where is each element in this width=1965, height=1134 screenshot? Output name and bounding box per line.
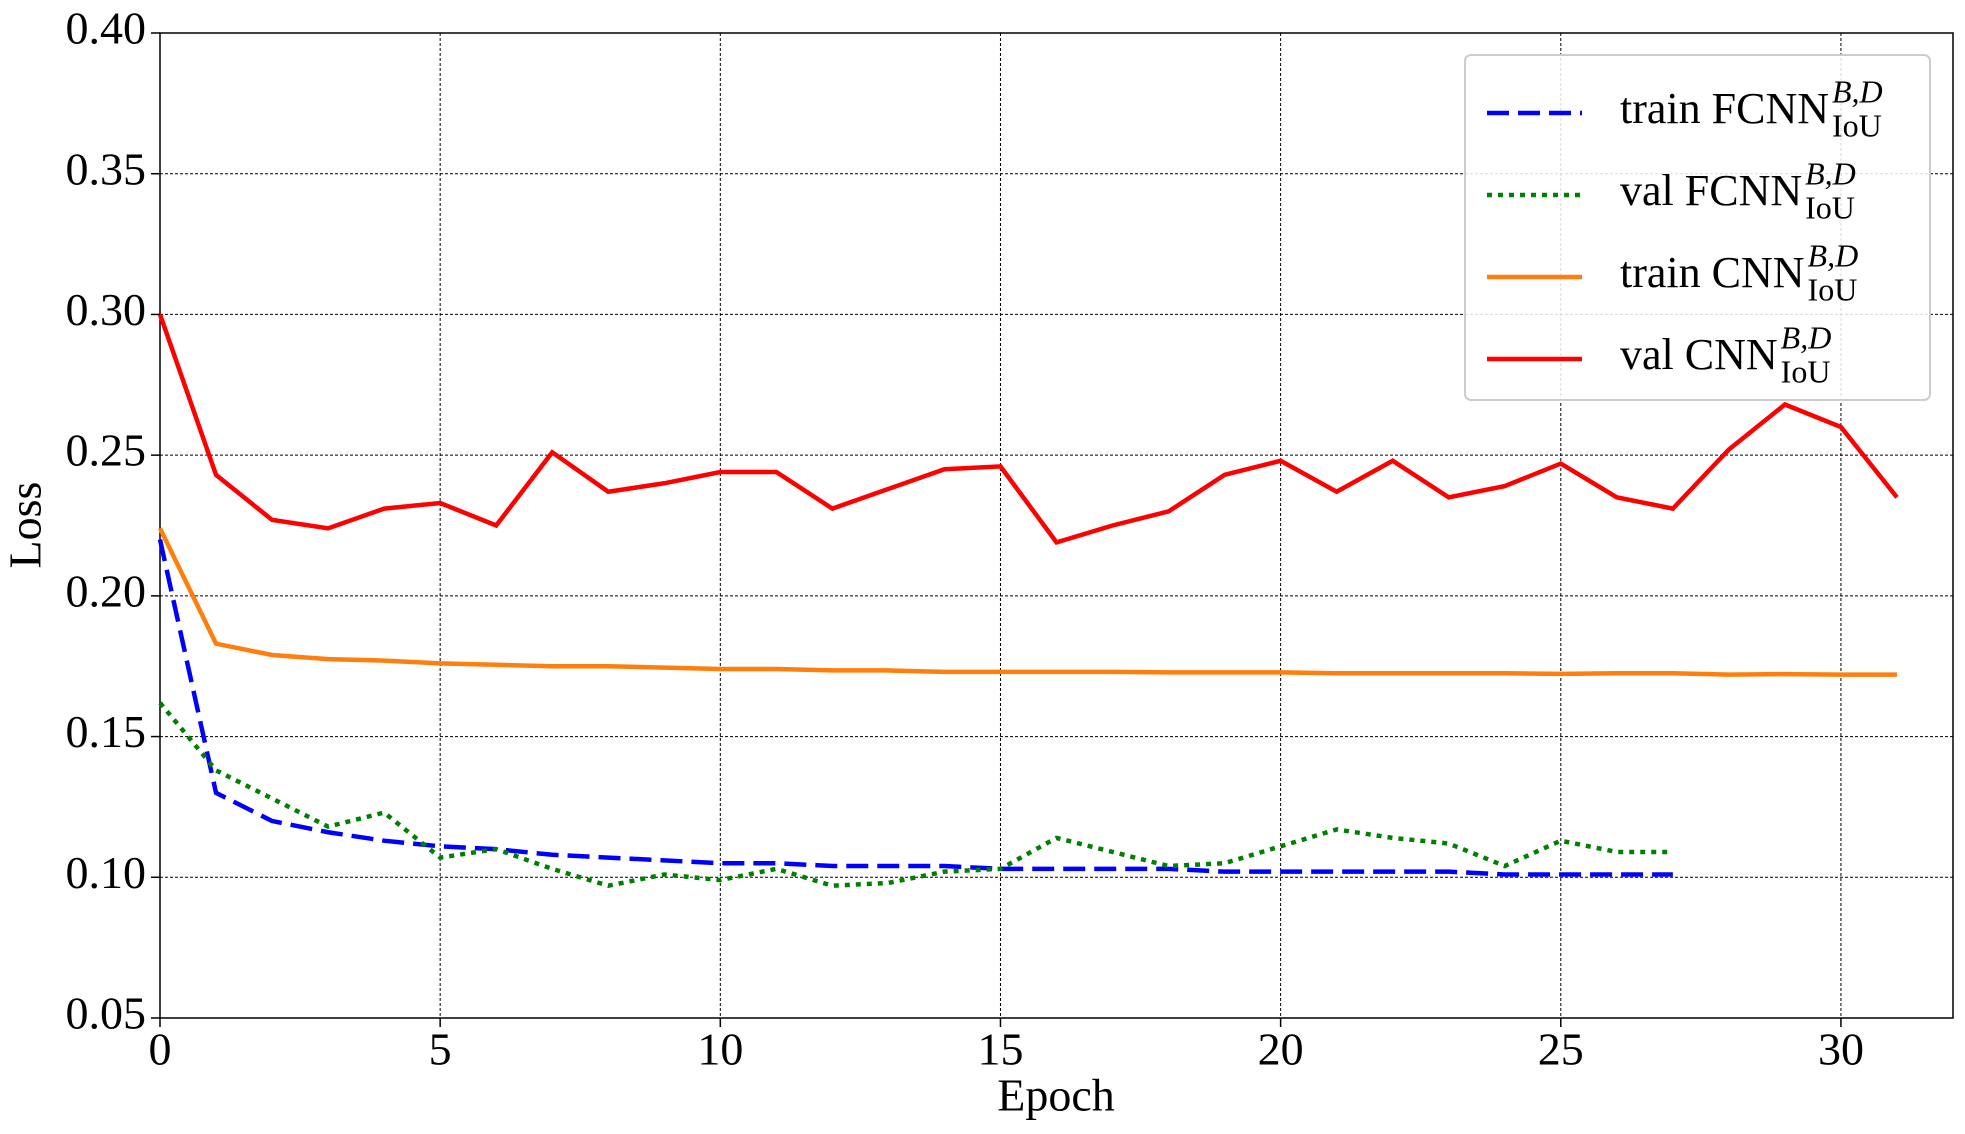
y-tick-label: 0.20 — [66, 565, 147, 616]
y-tick-label: 0.15 — [66, 706, 147, 757]
x-tick-label: 10 — [697, 1024, 743, 1075]
legend-label-sub: IoU — [1781, 353, 1831, 389]
legend-label: train FCNN — [1620, 84, 1829, 133]
y-tick-label: 0.25 — [66, 425, 147, 476]
legend-label-sup: B,D — [1832, 73, 1883, 109]
legend-box — [1464, 54, 1931, 401]
x-axis-label: Epoch — [997, 1070, 1115, 1121]
legend-label: val CNN — [1620, 330, 1778, 379]
y-axis-label: Loss — [0, 482, 51, 569]
x-tick-label: 5 — [429, 1024, 452, 1075]
y-tick-label: 0.05 — [66, 988, 147, 1039]
y-tick-label: 0.40 — [66, 3, 147, 54]
legend-label-sup: B,D — [1808, 237, 1859, 273]
legend-label: val FCNN — [1620, 166, 1802, 215]
legend-label-sub: IoU — [1808, 271, 1858, 307]
series-line — [158, 701, 1673, 889]
legend-label: train CNN — [1620, 248, 1805, 297]
x-tick-label: 25 — [1538, 1024, 1584, 1075]
x-tick-label: 20 — [1258, 1024, 1304, 1075]
legend-label-sup: B,D — [1805, 155, 1856, 191]
legend-label-sub: IoU — [1805, 189, 1855, 225]
plot-frame — [159, 32, 1954, 1019]
y-tick-label: 0.10 — [66, 847, 147, 898]
x-tick-label: 30 — [1818, 1024, 1864, 1075]
series-line — [157, 527, 1897, 677]
series-line — [157, 539, 1673, 877]
legend-label-sub: IoU — [1832, 107, 1882, 143]
y-tick-label: 0.35 — [66, 143, 147, 194]
series-line — [157, 313, 1899, 545]
x-tick-label: 15 — [977, 1024, 1023, 1075]
x-tick-label: 0 — [149, 1024, 172, 1075]
legend-label-sup: B,D — [1781, 319, 1832, 355]
y-tick-label: 0.30 — [66, 284, 147, 335]
